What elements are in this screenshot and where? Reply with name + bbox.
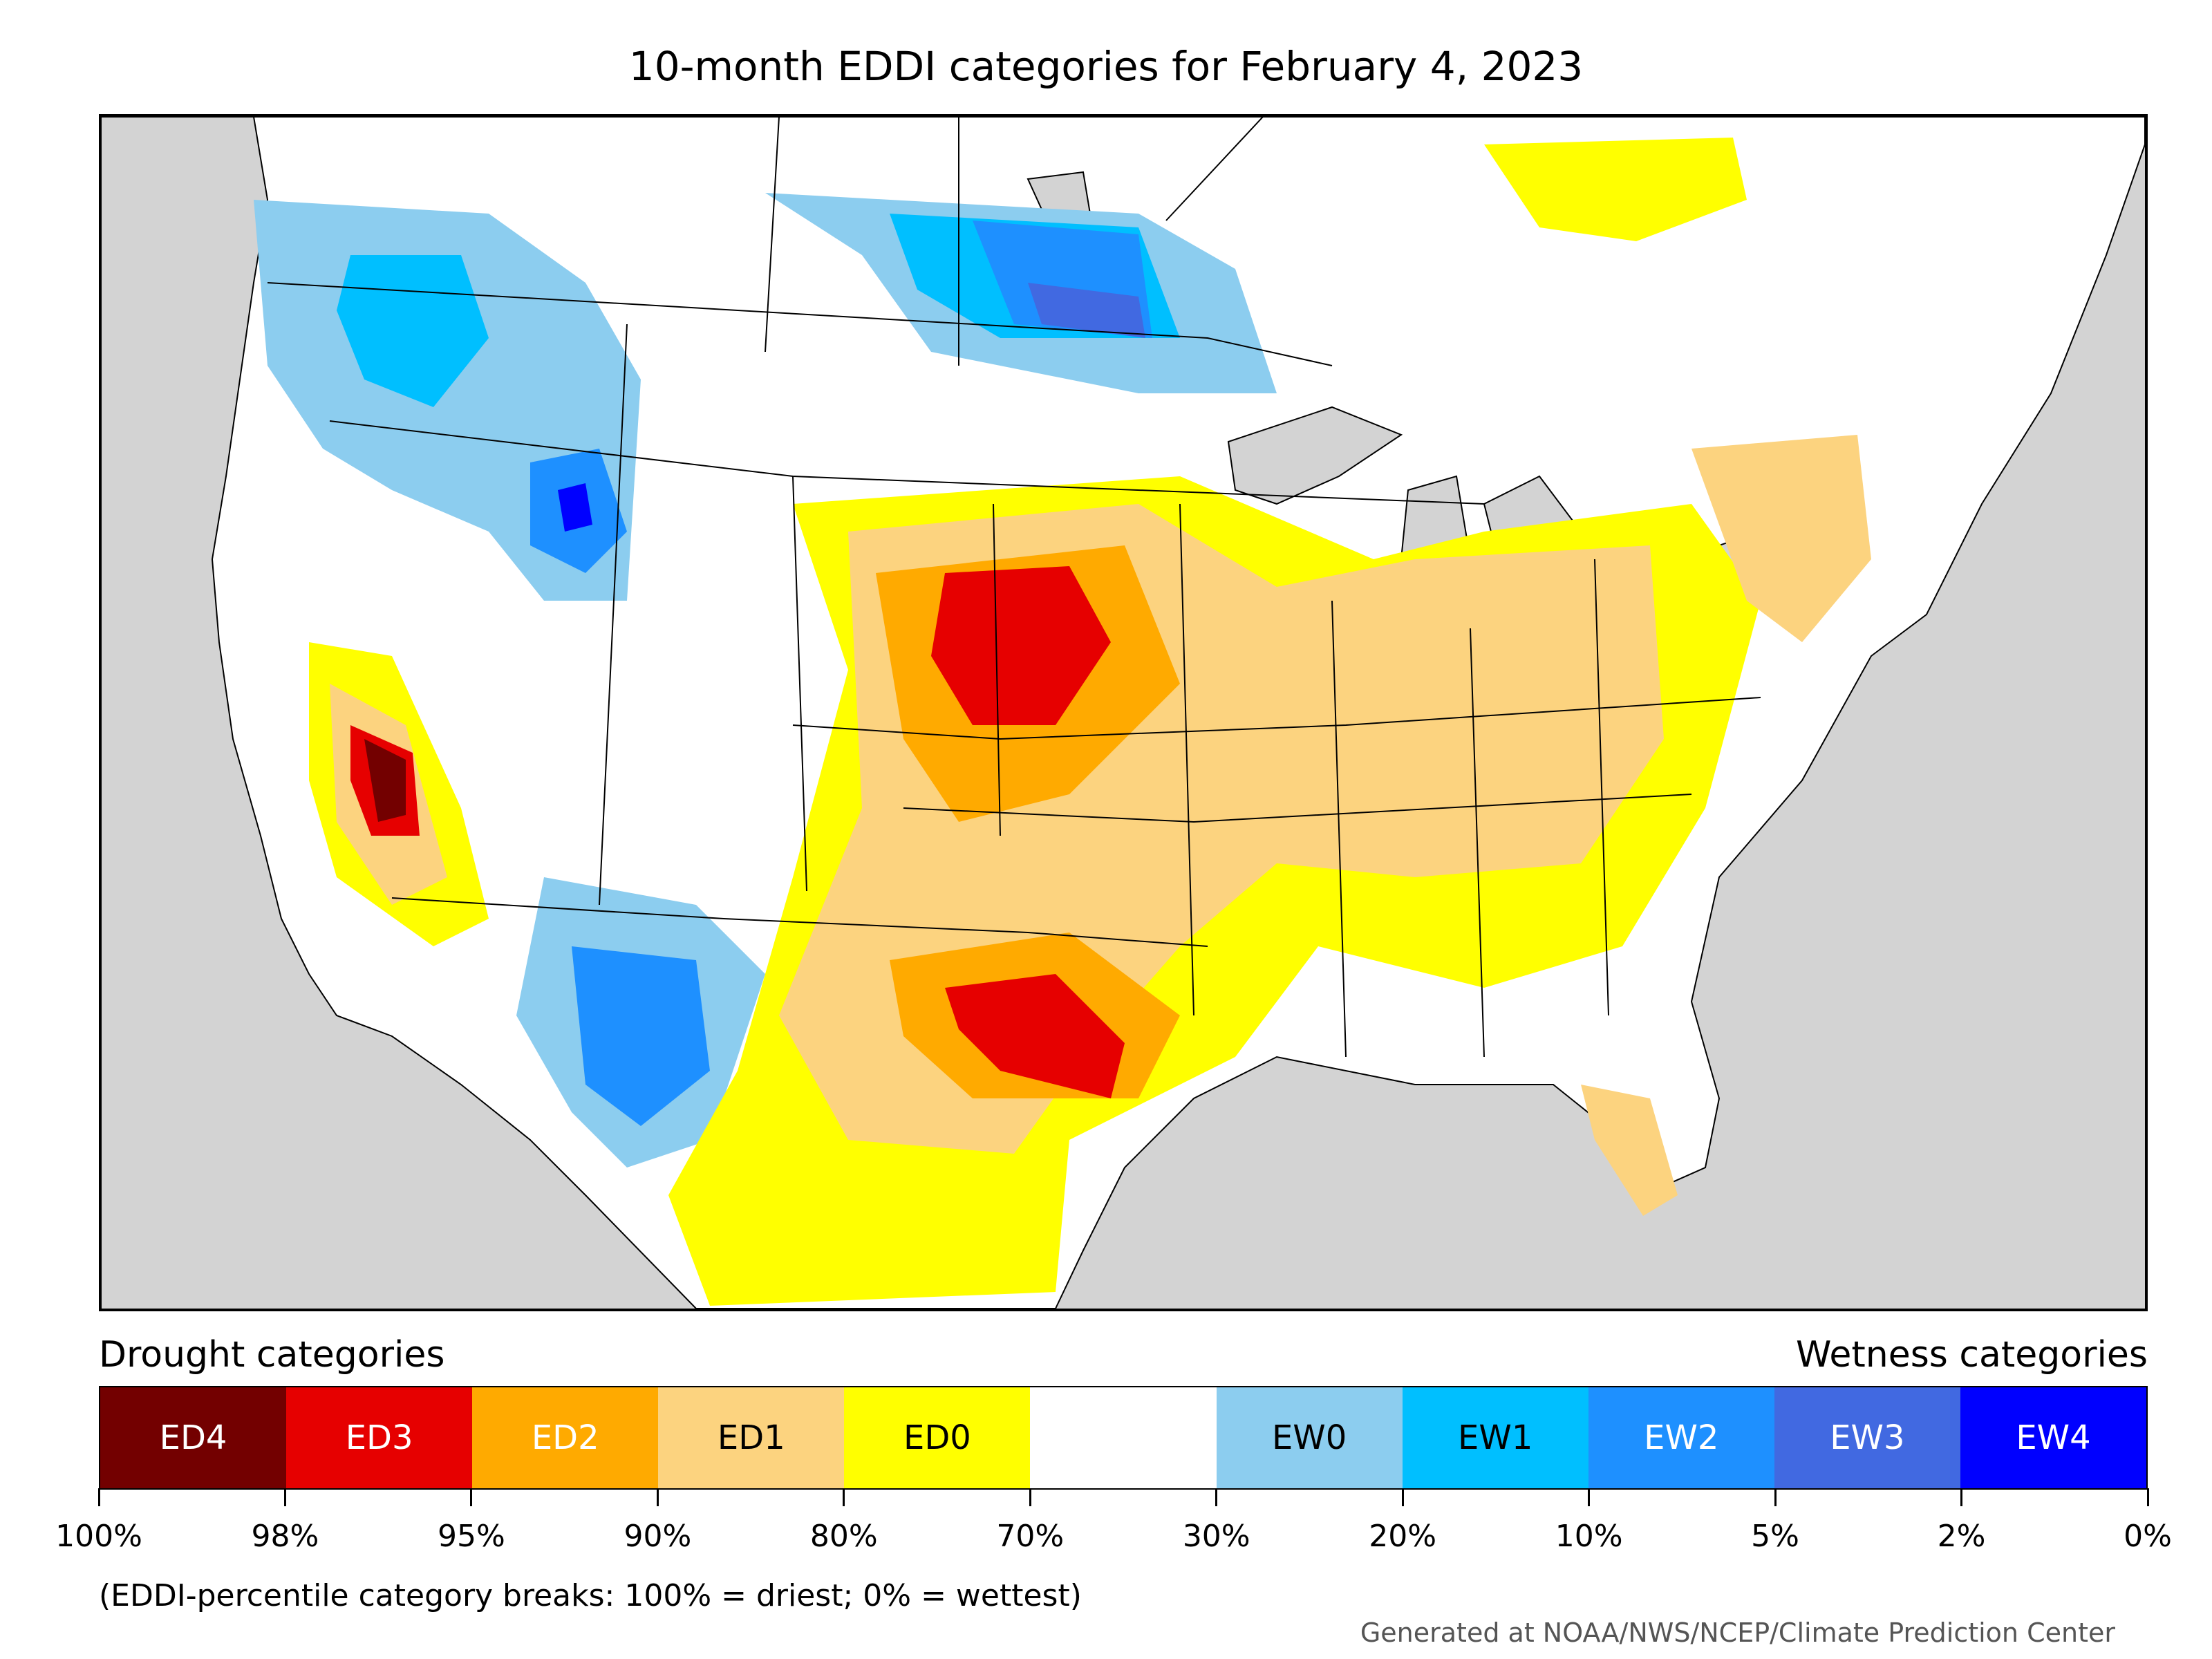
legend-cell-ed1: ED1 (658, 1387, 845, 1488)
legend-cell-ew0: EW0 (1216, 1387, 1403, 1488)
legend-cell-ed0: ED0 (844, 1387, 1031, 1488)
legend-tick (97, 1488, 100, 1506)
legend-tick-label: 30% (1182, 1519, 1250, 1554)
legend-tick (1401, 1488, 1404, 1506)
legend-cell-ew1: EW1 (1402, 1387, 1588, 1488)
legend-tick-label: 2% (1937, 1519, 1986, 1554)
drought-categories-heading: Drought categories (99, 1334, 445, 1376)
percentile-note: (EDDI-percentile category breaks: 100% =… (99, 1578, 1082, 1613)
legend-tick-label: 90% (624, 1519, 692, 1554)
legend-cell-ew3: EW3 (1774, 1387, 1960, 1488)
legend-tick-label: 5% (1751, 1519, 1799, 1554)
legend-tick (656, 1488, 659, 1506)
dry-northeast (1691, 435, 1871, 642)
eddi-map (102, 117, 2145, 1309)
legend-tick-label: 0% (2124, 1519, 2172, 1554)
legend-tick-label: 100% (55, 1519, 142, 1554)
wet-southwest-core (572, 946, 710, 1126)
credit-text: Generated at NOAA/NWS/NCEP/Climate Predi… (1360, 1618, 2115, 1648)
category-legend-bar: ED4 ED3 ED2 ED1 ED0 EW0 EW1 EW2 EW3 EW4 (99, 1386, 2148, 1490)
legend-tick (1215, 1488, 1218, 1506)
legend-cell-normal (1030, 1387, 1217, 1488)
political-boundaries (267, 117, 1761, 1058)
legend-tick-label: 10% (1555, 1519, 1623, 1554)
legend-tick (1029, 1488, 1031, 1506)
wetness-categories-heading: Wetness categories (1796, 1334, 2148, 1376)
legend-cell-ed3: ED3 (286, 1387, 473, 1488)
legend-tick-label: 95% (438, 1519, 505, 1554)
legend-cell-ed2: ED2 (472, 1387, 659, 1488)
legend-tick (843, 1488, 845, 1506)
legend-tick-label: 70% (996, 1519, 1065, 1554)
legend-tick (283, 1488, 286, 1506)
legend-tick-label: 98% (251, 1519, 319, 1554)
map-title: 10-month EDDI categories for February 4,… (628, 43, 1584, 90)
legend-tick-label: 80% (809, 1519, 878, 1554)
legend-tick (1960, 1488, 1963, 1506)
dry-florida (1581, 1085, 1678, 1216)
legend-tick (470, 1488, 473, 1506)
dry-quebec (1484, 138, 1747, 241)
wet-plains-deepest (1028, 283, 1145, 338)
legend-tick-label: 20% (1369, 1519, 1437, 1554)
legend-tick (2146, 1488, 2149, 1506)
dry-california-ed4 (364, 739, 406, 822)
legend-cell-ew4: EW4 (1960, 1387, 2147, 1488)
map-frame (99, 114, 2148, 1311)
legend-tick (1774, 1488, 1777, 1506)
legend-cell-ed4: ED4 (100, 1387, 287, 1488)
dry-central-ed3 (931, 566, 1125, 1098)
legend-tick (1588, 1488, 1591, 1506)
wet-idaho-core (558, 483, 592, 532)
legend-cell-ew2: EW2 (1588, 1387, 1774, 1488)
